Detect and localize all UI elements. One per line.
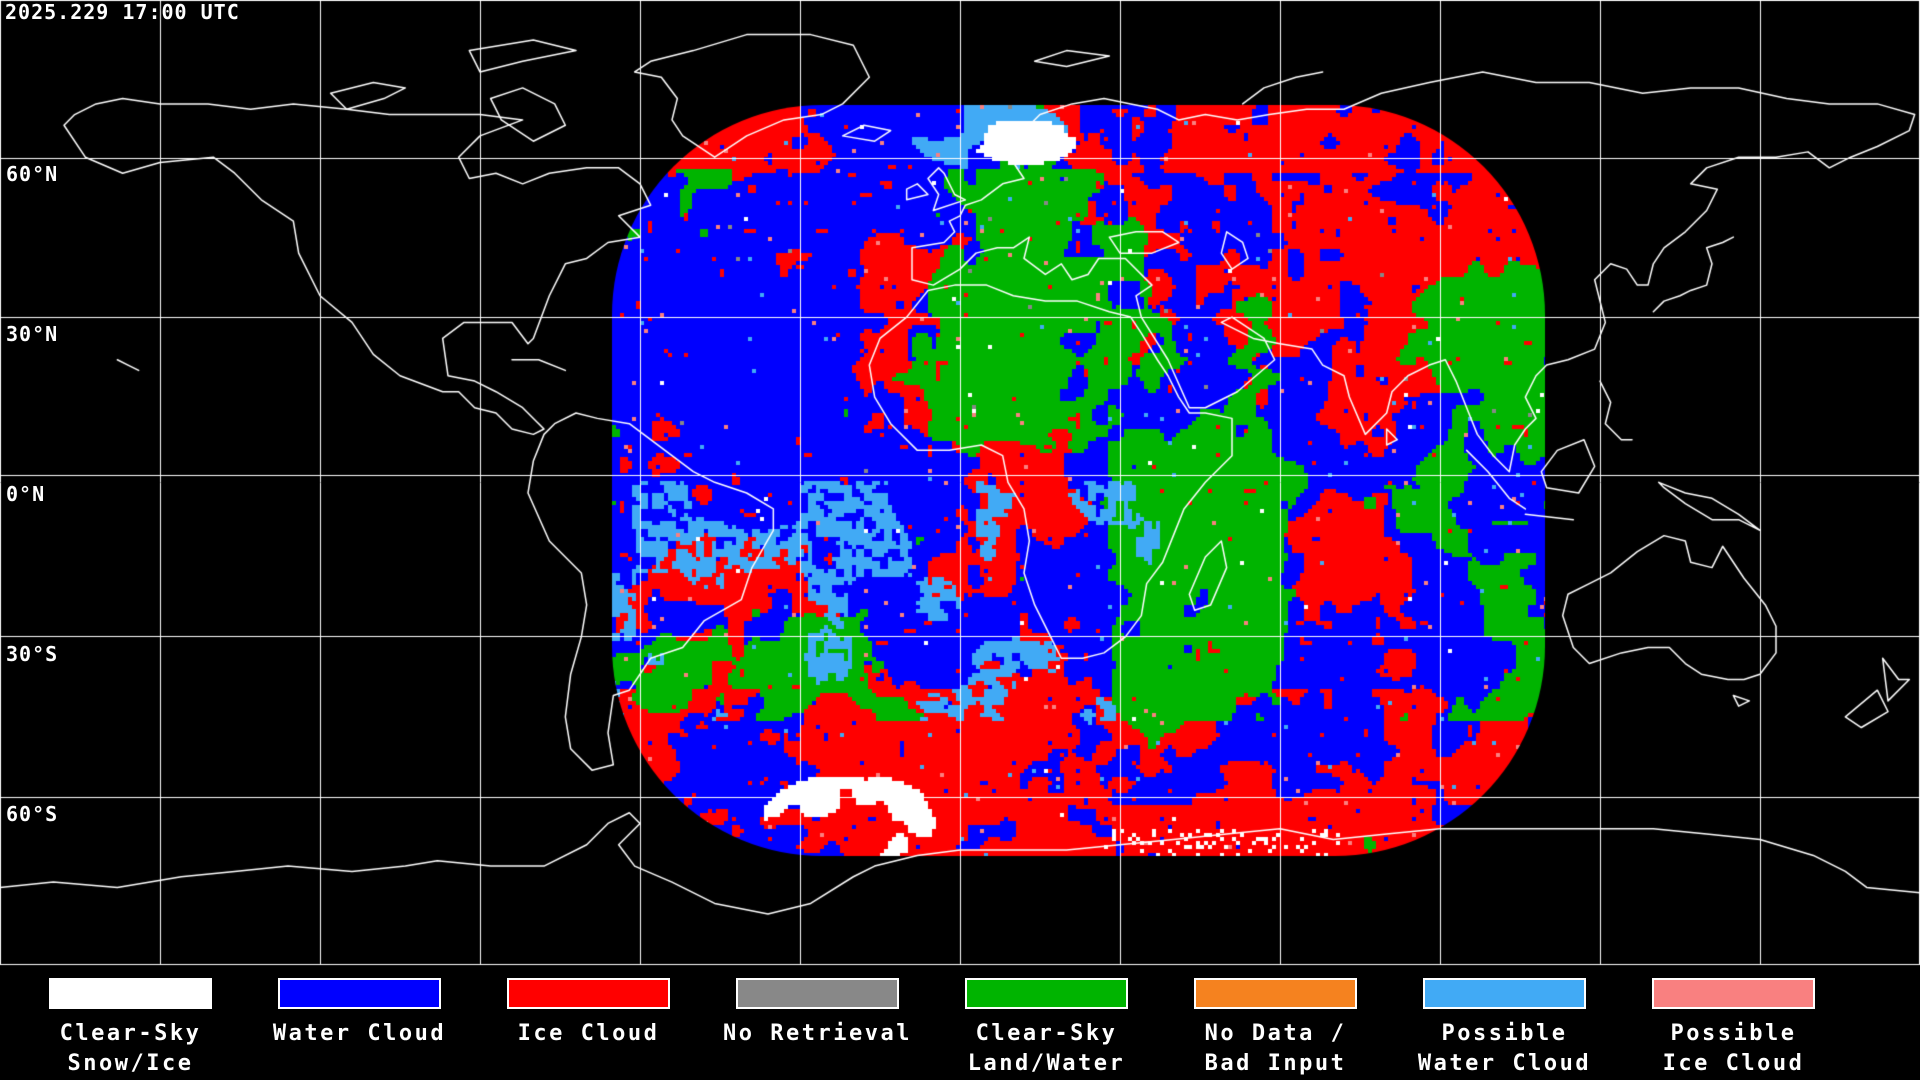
legend-label-line1: No Retrieval (723, 1021, 912, 1046)
legend-item-possible-ice-cloud: Possible Ice Cloud (1619, 966, 1848, 1079)
legend-label-line1: Clear-Sky (975, 1021, 1118, 1046)
legend-item-ice-cloud: Ice Cloud (474, 966, 703, 1049)
legend-swatch-clear-sky-land-water (965, 978, 1128, 1009)
legend-item-clear-sky-snow-ice: Clear-Sky Snow/Ice (16, 966, 245, 1079)
lat-label-30s: 30°S (6, 641, 59, 666)
legend-label-ice-cloud: Ice Cloud (474, 1019, 703, 1049)
legend-label-line1: No Data / (1204, 1021, 1347, 1046)
lat-label-30n: 30°N (6, 322, 59, 347)
lat-label-60n: 60°N (6, 162, 59, 187)
legend-swatch-clear-sky-snow-ice (49, 978, 212, 1009)
legend-label-line1: Possible (1441, 1021, 1568, 1046)
legend-label-line2: Ice Cloud (1662, 1051, 1805, 1076)
legend-label-clear-sky-snow-ice: Clear-Sky Snow/Ice (16, 1019, 245, 1079)
timestamp: 2025.229 17:00 UTC (5, 0, 240, 24)
legend-item-no-retrieval: No Retrieval (703, 966, 932, 1049)
legend-label-line1: Clear-Sky (59, 1021, 202, 1046)
legend-item-clear-sky-land-water: Clear-Sky Land/Water (932, 966, 1161, 1079)
legend-swatch-no-data-bad-input (1194, 978, 1357, 1009)
legend-swatch-possible-ice-cloud (1652, 978, 1815, 1009)
lat-label-60s: 60°S (6, 801, 59, 826)
legend-label-line1: Ice Cloud (517, 1021, 660, 1046)
lat-label-0n: 0°N (6, 482, 46, 506)
legend: Clear-Sky Snow/Ice Water Cloud Ice Cloud No … (0, 966, 1920, 1080)
legend-label-possible-water-cloud: Possible Water Cloud (1390, 1019, 1619, 1079)
legend-swatch-no-retrieval (736, 978, 899, 1009)
legend-swatch-ice-cloud (507, 978, 670, 1009)
legend-label-no-retrieval: No Retrieval (703, 1019, 932, 1049)
legend-label-water-cloud: Water Cloud (245, 1019, 474, 1049)
legend-label-line1: Possible (1670, 1021, 1797, 1046)
legend-label-clear-sky-land-water: Clear-Sky Land/Water (932, 1019, 1161, 1079)
legend-swatch-water-cloud (278, 978, 441, 1009)
legend-swatch-possible-water-cloud (1423, 978, 1586, 1009)
legend-item-possible-water-cloud: Possible Water Cloud (1390, 966, 1619, 1079)
legend-label-line2: Snow/Ice (67, 1051, 194, 1076)
legend-label-line2: Land/Water (967, 1051, 1126, 1076)
legend-label-possible-ice-cloud: Possible Ice Cloud (1619, 1019, 1848, 1079)
legend-label-line2: Bad Input (1204, 1051, 1347, 1076)
legend-label-no-data-bad-input: No Data / Bad Input (1161, 1019, 1390, 1079)
legend-item-no-data-bad-input: No Data / Bad Input (1161, 966, 1390, 1079)
legend-label-line2: Water Cloud (1417, 1051, 1592, 1076)
legend-label-line1: Water Cloud (272, 1021, 447, 1046)
world-map-canvas (0, 0, 1920, 966)
legend-item-water-cloud: Water Cloud (245, 966, 474, 1049)
